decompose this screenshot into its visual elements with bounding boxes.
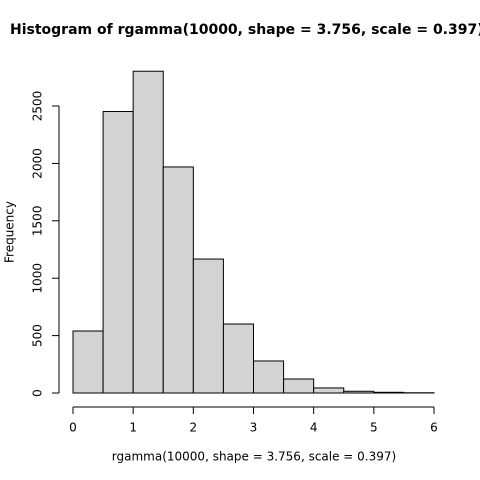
bar bbox=[283, 378, 315, 394]
bar bbox=[313, 387, 345, 394]
x-tick-label: 3 bbox=[250, 421, 258, 435]
bar bbox=[222, 323, 255, 394]
x-tick-label: 2 bbox=[190, 421, 198, 435]
x-tick-label: 0 bbox=[69, 421, 77, 435]
x-tick-label: 5 bbox=[370, 421, 378, 435]
bar bbox=[162, 166, 194, 394]
x-axis-label: rgamma(10000, shape = 3.756, scale = 0.3… bbox=[112, 450, 396, 464]
y-tick-label: 1000 bbox=[31, 263, 45, 294]
y-tick-label: 0 bbox=[31, 389, 45, 397]
bar bbox=[132, 70, 164, 394]
bar bbox=[102, 111, 134, 394]
bar bbox=[253, 360, 285, 394]
bar bbox=[72, 330, 104, 394]
bar bbox=[192, 258, 224, 394]
bar bbox=[373, 391, 405, 394]
x-tick-label: 6 bbox=[430, 421, 438, 435]
x-tick-label: 1 bbox=[129, 421, 137, 435]
y-tick-label: 500 bbox=[31, 324, 45, 347]
y-tick-label: 1500 bbox=[31, 206, 45, 237]
y-axis-label: Frequency bbox=[3, 201, 17, 263]
y-tick-label: 2500 bbox=[31, 91, 45, 122]
x-tick-label: 4 bbox=[310, 421, 318, 435]
bar bbox=[343, 390, 375, 394]
chart-title: Histogram of rgamma(10000, shape = 3.756… bbox=[10, 22, 480, 38]
y-tick-label: 2000 bbox=[31, 148, 45, 179]
